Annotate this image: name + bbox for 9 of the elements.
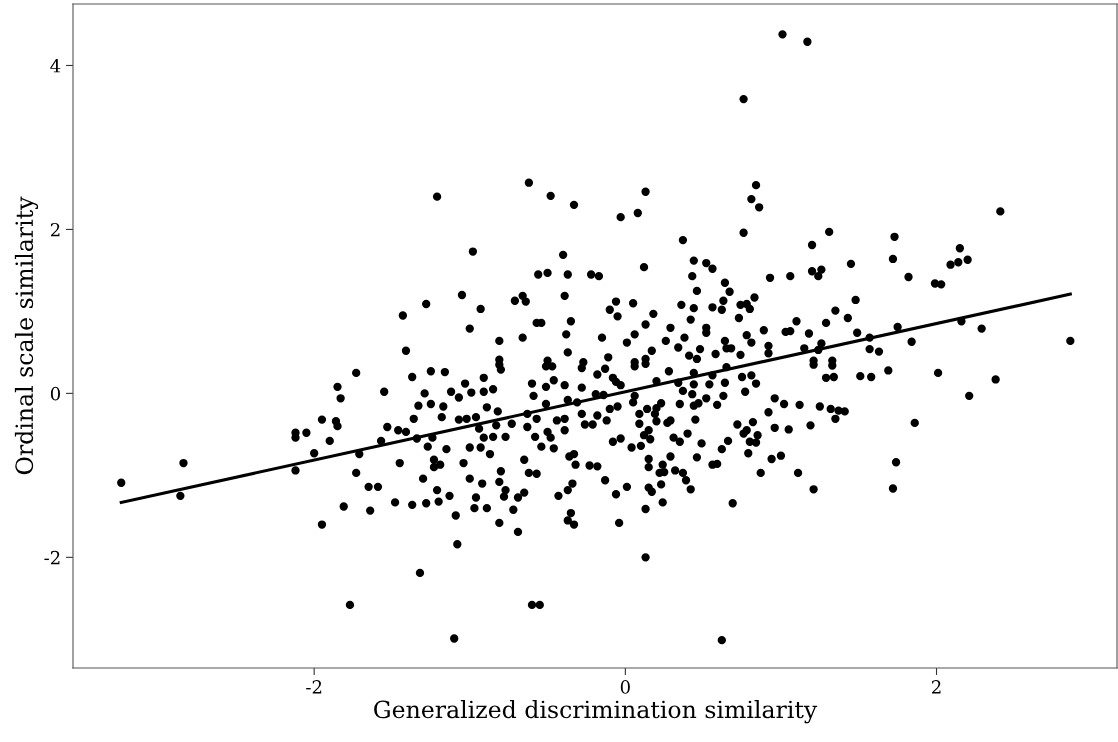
x-tick-label: -2 — [306, 680, 322, 694]
y-tick-label: 0 — [50, 386, 60, 401]
y-tick-label: 2 — [50, 222, 60, 237]
x-tick-label: 0 — [620, 680, 630, 694]
x-axis-title: Generalized discrimination similarity — [374, 700, 818, 724]
y-tick-label: 4 — [50, 58, 61, 73]
y-axis-title: Ordinal scale similarity — [14, 196, 39, 475]
x-tick-label: 2 — [932, 680, 941, 694]
y-tick-label: -2 — [44, 550, 60, 565]
